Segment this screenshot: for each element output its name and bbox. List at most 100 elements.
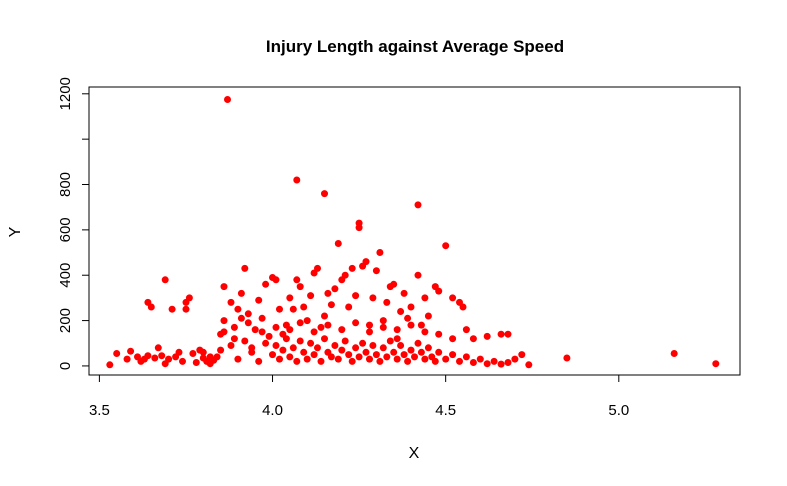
data-point — [307, 292, 315, 300]
data-point — [338, 346, 346, 354]
data-point — [289, 305, 297, 313]
data-point — [189, 350, 197, 357]
data-point — [220, 283, 228, 291]
data-point — [383, 353, 391, 361]
data-point — [497, 360, 505, 368]
data-point — [476, 355, 484, 363]
data-point — [352, 292, 360, 300]
data-point — [327, 301, 335, 309]
data-point — [449, 294, 457, 302]
data-point — [404, 314, 412, 322]
data-point — [293, 176, 301, 184]
data-point — [525, 361, 533, 369]
data-point — [227, 342, 235, 349]
data-point — [497, 330, 505, 338]
data-point — [262, 339, 270, 347]
data-point — [327, 353, 335, 361]
data-point — [563, 354, 571, 362]
data-point — [244, 319, 252, 327]
data-point — [286, 326, 294, 334]
x-tick-label: 4.0 — [262, 402, 283, 419]
data-point — [504, 359, 512, 366]
data-point — [417, 321, 425, 329]
data-point — [220, 328, 228, 336]
data-point — [179, 357, 186, 365]
data-point — [421, 355, 429, 363]
data-point — [449, 351, 457, 359]
data-point — [462, 326, 470, 334]
data-point — [404, 357, 412, 365]
data-point — [303, 317, 311, 325]
data-point — [113, 350, 121, 357]
data-point — [348, 264, 356, 272]
data-point — [300, 348, 308, 356]
data-point — [393, 326, 401, 334]
data-point — [518, 351, 526, 359]
data-point — [431, 357, 439, 365]
data-point — [154, 344, 162, 352]
data-point — [303, 355, 311, 363]
data-point — [282, 335, 290, 343]
data-point — [279, 346, 287, 354]
data-point — [310, 351, 318, 359]
data-point — [355, 353, 363, 361]
data-point — [321, 335, 328, 343]
data-point — [314, 264, 321, 272]
data-point — [307, 339, 315, 347]
data-point — [483, 360, 491, 368]
data-point — [324, 289, 332, 297]
data-point — [414, 339, 422, 347]
data-point — [248, 348, 256, 356]
data-point — [442, 242, 450, 250]
data-point — [158, 352, 166, 360]
data-point — [414, 201, 422, 209]
data-point — [345, 351, 353, 359]
data-point — [272, 276, 280, 284]
data-point — [185, 294, 193, 302]
data-point — [269, 351, 276, 359]
data-point — [379, 323, 387, 331]
data-point — [338, 326, 346, 334]
data-point — [369, 342, 377, 349]
data-point — [234, 305, 242, 313]
data-point — [241, 264, 249, 272]
data-point — [237, 289, 245, 297]
data-point — [220, 317, 228, 325]
data-point — [372, 267, 380, 275]
data-point — [341, 271, 349, 279]
data-point — [424, 344, 432, 352]
data-point — [265, 332, 273, 340]
data-point — [348, 357, 356, 365]
data-point — [386, 337, 394, 345]
data-point — [511, 355, 519, 363]
data-point — [397, 342, 405, 349]
data-point — [421, 294, 429, 302]
data-point — [241, 337, 249, 345]
data-point — [407, 321, 415, 329]
y-axis-label: Y — [7, 226, 24, 237]
y-axis: 0 200 400 600 800 1200 — [57, 77, 90, 370]
data-points — [106, 96, 720, 369]
data-point — [151, 354, 159, 362]
data-point — [314, 344, 321, 352]
plot-frame — [88, 86, 741, 376]
data-point — [435, 287, 443, 295]
data-point — [390, 348, 398, 356]
data-point — [411, 353, 418, 361]
data-point — [341, 337, 349, 345]
data-point — [255, 357, 263, 365]
data-point — [334, 240, 342, 247]
data-point — [397, 308, 405, 315]
data-point — [321, 312, 328, 320]
data-point — [331, 342, 339, 349]
y-tick-label: 1200 — [57, 77, 74, 110]
data-point — [712, 360, 720, 368]
data-point — [237, 314, 245, 322]
data-point — [147, 303, 155, 311]
data-point — [206, 353, 214, 361]
data-point — [390, 280, 398, 288]
data-point — [369, 294, 377, 302]
data-point — [276, 305, 283, 313]
data-point — [352, 319, 360, 327]
data-point — [456, 357, 463, 365]
